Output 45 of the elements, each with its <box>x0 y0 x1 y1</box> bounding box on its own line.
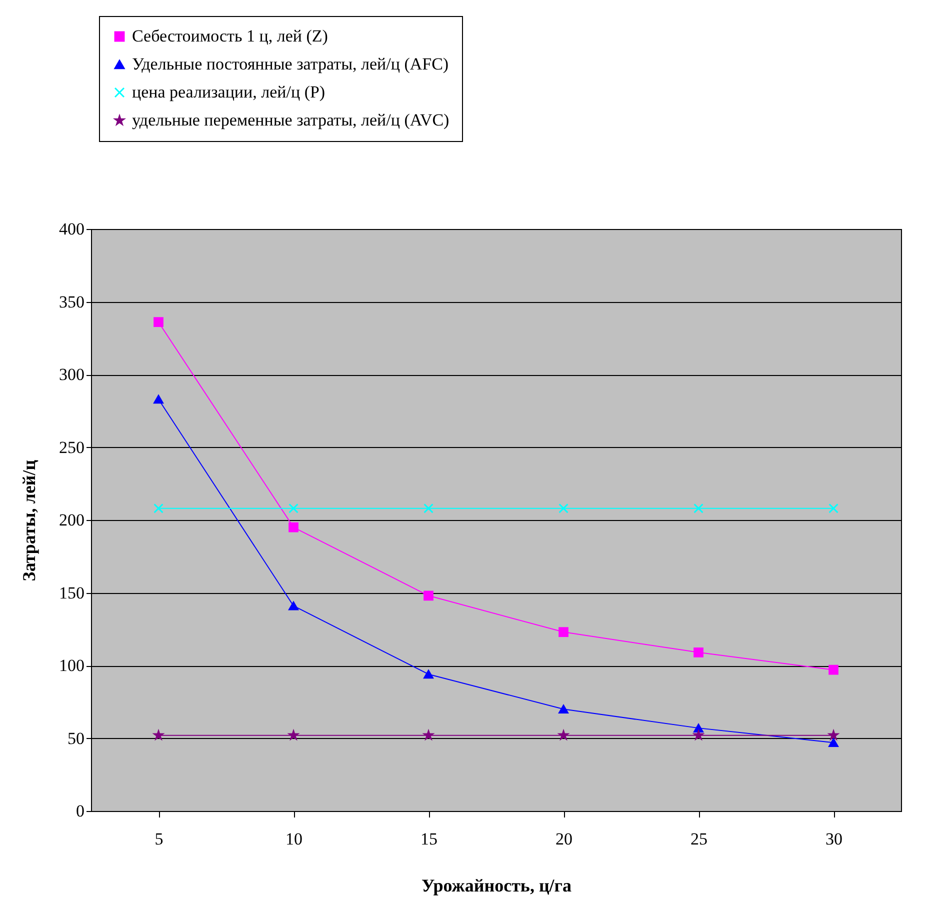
legend-label: цена реализации, лей/ц (P) <box>132 82 326 102</box>
x-tick-label: 5 <box>154 830 164 848</box>
x-tick-label: 30 <box>826 830 842 848</box>
y-tick-label: 150 <box>59 583 84 602</box>
x-tick-label: 10 <box>286 830 302 848</box>
y-tick-label: 250 <box>59 438 84 457</box>
point <box>558 704 568 714</box>
point <box>558 503 568 514</box>
x-tick-label: 25 <box>690 830 708 848</box>
point <box>424 670 434 679</box>
point <box>154 317 164 328</box>
legend-label: Себестоимость 1 ц, лей (Z) <box>132 26 328 46</box>
y-tick-label: 300 <box>59 365 84 384</box>
x-tick-label: 20 <box>556 830 572 848</box>
x-axis-title: Урожайность, ц/га <box>422 876 572 896</box>
point <box>828 664 838 675</box>
point <box>694 724 704 732</box>
point <box>694 647 704 658</box>
point <box>558 627 568 637</box>
point <box>288 503 298 514</box>
point <box>154 730 164 740</box>
point <box>154 503 164 514</box>
y-tick-label: 200 <box>59 510 84 530</box>
point <box>154 394 164 404</box>
x-tick-label: 15 <box>420 830 438 848</box>
point <box>558 730 568 740</box>
y-tick-label: 100 <box>59 656 84 675</box>
y-tick-label: 400 <box>59 220 84 238</box>
y-axis-title: Затраты, лей/ц <box>19 459 39 582</box>
y-tick-label: 350 <box>59 292 84 312</box>
y-tick-label: 50 <box>68 728 84 748</box>
point <box>424 590 434 601</box>
legend-label: удельные переменные затраты, лей/ц (AVC) <box>132 110 450 130</box>
point <box>424 503 434 514</box>
point <box>828 738 838 747</box>
legend-label: Удельные постоянные затраты, лей/ц (AFC) <box>132 54 449 74</box>
y-tick-label: 0 <box>76 802 84 820</box>
point <box>694 730 704 740</box>
point <box>828 730 838 740</box>
point <box>288 522 298 532</box>
point <box>828 503 838 514</box>
point <box>694 503 704 514</box>
point <box>288 601 298 610</box>
point <box>288 730 298 740</box>
point <box>424 730 434 740</box>
